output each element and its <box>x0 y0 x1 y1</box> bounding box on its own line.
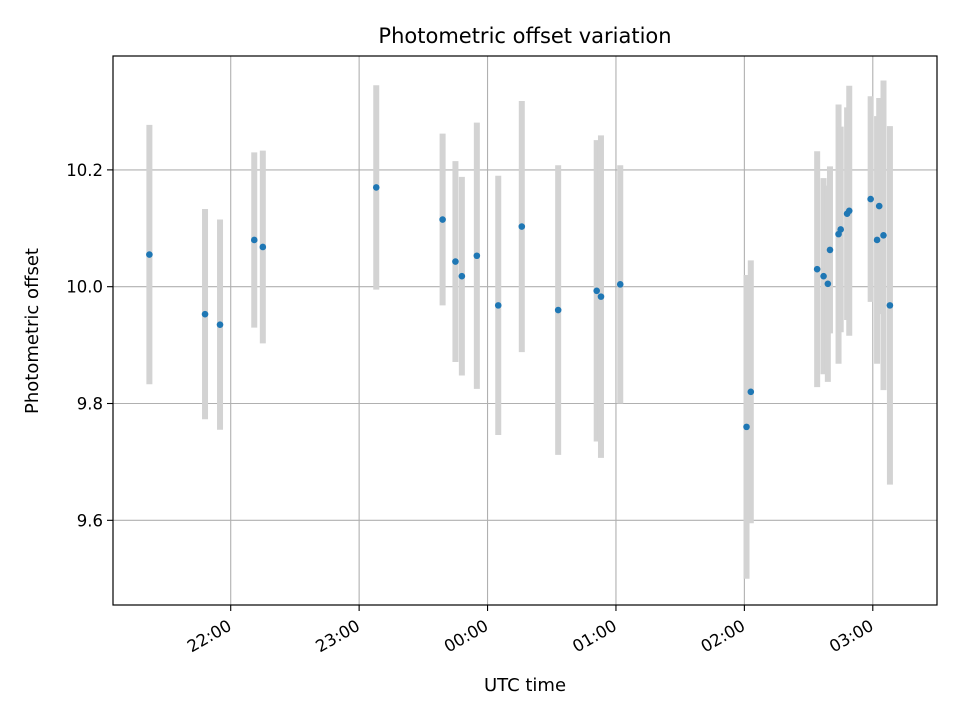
data-point <box>820 272 827 280</box>
data-point <box>494 302 502 309</box>
data-point <box>826 246 834 254</box>
data-point <box>886 302 894 309</box>
data-point <box>259 243 267 251</box>
plot-frame <box>112 55 938 606</box>
data-point <box>372 184 380 191</box>
data-points <box>146 184 894 431</box>
data-point <box>201 310 209 318</box>
data-point <box>473 252 481 260</box>
y-tick-label: 9.8 <box>77 395 103 414</box>
data-point <box>518 223 526 230</box>
data-point <box>452 258 459 265</box>
data-point <box>146 251 153 258</box>
y-tick-label: 9.6 <box>77 511 103 530</box>
y-axis-ticks: 9.6 9.8 10.0 10.2 <box>66 161 113 530</box>
chart-title: Photometric offset variation <box>378 24 671 48</box>
data-point <box>867 195 874 203</box>
data-point <box>873 236 881 244</box>
data-point <box>593 287 600 295</box>
y-tick-label: 10.0 <box>66 278 103 297</box>
data-point <box>216 321 224 328</box>
data-point <box>813 265 821 273</box>
data-point <box>458 272 466 280</box>
x-axis-label: UTC time <box>484 675 566 696</box>
data-point <box>880 232 887 239</box>
data-point <box>597 293 605 300</box>
data-point <box>743 423 750 431</box>
data-point <box>554 306 562 314</box>
data-point <box>837 226 844 233</box>
data-point <box>845 207 853 215</box>
data-point <box>616 281 624 288</box>
y-tick-label: 10.2 <box>66 161 103 180</box>
data-point <box>824 280 832 288</box>
grid <box>113 56 937 605</box>
data-point <box>439 216 446 223</box>
data-point <box>875 202 883 210</box>
data-point <box>250 236 258 244</box>
data-point <box>747 388 755 396</box>
y-axis-label: Photometric offset <box>22 248 43 414</box>
